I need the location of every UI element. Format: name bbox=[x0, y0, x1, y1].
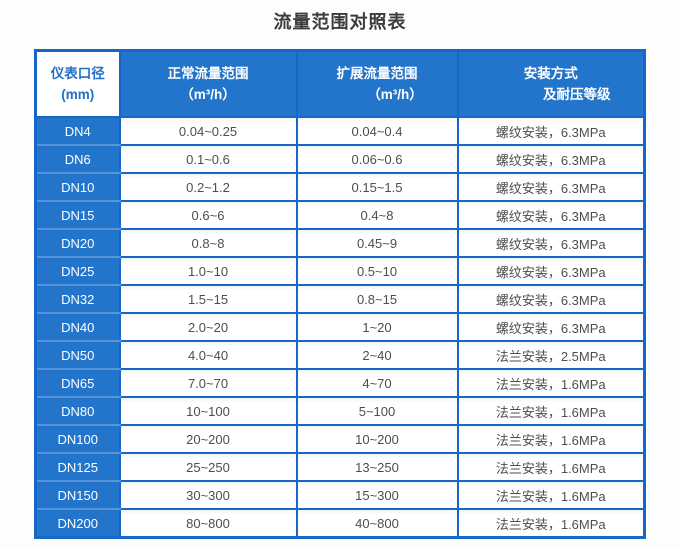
cell-meter-diameter: DN32 bbox=[34, 284, 121, 314]
table-row: DN20 0.8~8 0.45~9 螺纹安装，6.3MPa bbox=[34, 228, 646, 258]
cell-installation-pressure: 法兰安装，1.6MPa bbox=[456, 368, 646, 398]
table-row: DN40 2.0~20 1~20 螺纹安装，6.3MPa bbox=[34, 312, 646, 342]
header-normal-flow-range: 正常流量范围 （m³/h） bbox=[118, 49, 298, 118]
cell-normal-flow-range: 1.0~10 bbox=[118, 256, 298, 286]
header-installation-pressure: 安装方式 及耐压等级 bbox=[456, 49, 646, 118]
cell-installation-pressure: 法兰安装，2.5MPa bbox=[456, 340, 646, 370]
cell-extended-flow-range: 5~100 bbox=[295, 396, 459, 426]
cell-normal-flow-range: 0.2~1.2 bbox=[118, 172, 298, 202]
table-header: 仪表口径 (mm) 正常流量范围 （m³/h） 扩展流量范围 （m³/h） 安装… bbox=[34, 49, 646, 118]
cell-meter-diameter: DN80 bbox=[34, 396, 121, 426]
header-meter-diameter: 仪表口径 (mm) bbox=[34, 49, 121, 118]
cell-extended-flow-range: 40~800 bbox=[295, 508, 459, 539]
header-extended-flow-line2: （m³/h） bbox=[367, 87, 423, 102]
cell-normal-flow-range: 0.8~8 bbox=[118, 228, 298, 258]
cell-extended-flow-range: 4~70 bbox=[295, 368, 459, 398]
table-row: DN50 4.0~40 2~40 法兰安装，2.5MPa bbox=[34, 340, 646, 370]
header-meter-diameter-line1: 仪表口径 bbox=[50, 66, 105, 81]
cell-normal-flow-range: 25~250 bbox=[118, 452, 298, 482]
cell-meter-diameter: DN50 bbox=[34, 340, 121, 370]
cell-normal-flow-range: 30~300 bbox=[118, 480, 298, 510]
cell-normal-flow-range: 1.5~15 bbox=[118, 284, 298, 314]
cell-extended-flow-range: 0.15~1.5 bbox=[295, 172, 459, 202]
cell-installation-pressure: 螺纹安装，6.3MPa bbox=[456, 312, 646, 342]
header-installation-line2: 及耐压等级 bbox=[543, 87, 611, 102]
cell-meter-diameter: DN65 bbox=[34, 368, 121, 398]
cell-installation-pressure: 螺纹安装，6.3MPa bbox=[456, 144, 646, 174]
flow-range-table: 仪表口径 (mm) 正常流量范围 （m³/h） 扩展流量范围 （m³/h） 安装… bbox=[34, 49, 646, 539]
table-row: DN80 10~100 5~100 法兰安装，1.6MPa bbox=[34, 396, 646, 426]
cell-extended-flow-range: 0.04~0.4 bbox=[295, 116, 459, 146]
table-row: DN4 0.04~0.25 0.04~0.4 螺纹安装，6.3MPa bbox=[34, 116, 646, 146]
header-normal-flow-line2: （m³/h） bbox=[180, 87, 236, 102]
cell-normal-flow-range: 10~100 bbox=[118, 396, 298, 426]
cell-installation-pressure: 法兰安装，1.6MPa bbox=[456, 396, 646, 426]
cell-installation-pressure: 螺纹安装，6.3MPa bbox=[456, 284, 646, 314]
cell-meter-diameter: DN125 bbox=[34, 452, 121, 482]
cell-meter-diameter: DN6 bbox=[34, 144, 121, 174]
cell-installation-pressure: 螺纹安装，6.3MPa bbox=[456, 116, 646, 146]
cell-meter-diameter: DN200 bbox=[34, 508, 121, 539]
cell-meter-diameter: DN100 bbox=[34, 424, 121, 454]
cell-extended-flow-range: 15~300 bbox=[295, 480, 459, 510]
cell-meter-diameter: DN20 bbox=[34, 228, 121, 258]
cell-extended-flow-range: 2~40 bbox=[295, 340, 459, 370]
page-title: 流量范围对照表 bbox=[273, 12, 407, 32]
cell-installation-pressure: 螺纹安装，6.3MPa bbox=[456, 200, 646, 230]
cell-installation-pressure: 螺纹安装，6.3MPa bbox=[456, 172, 646, 202]
cell-meter-diameter: DN4 bbox=[34, 116, 121, 146]
cell-meter-diameter: DN15 bbox=[34, 200, 121, 230]
header-extended-flow-line1: 扩展流量范围 bbox=[336, 66, 418, 81]
page: 流量范围对照表 仪表口径 (mm) 正常流量范围 （m³/h） 扩展流量范围 （… bbox=[0, 8, 680, 547]
header-meter-diameter-line2: (mm) bbox=[61, 87, 95, 102]
cell-normal-flow-range: 0.1~0.6 bbox=[118, 144, 298, 174]
table-row: DN15 0.6~6 0.4~8 螺纹安装，6.3MPa bbox=[34, 200, 646, 230]
cell-installation-pressure: 螺纹安装，6.3MPa bbox=[456, 256, 646, 286]
table-row: DN25 1.0~10 0.5~10 螺纹安装，6.3MPa bbox=[34, 256, 646, 286]
cell-meter-diameter: DN25 bbox=[34, 256, 121, 286]
cell-extended-flow-range: 0.5~10 bbox=[295, 256, 459, 286]
table-row: DN32 1.5~15 0.8~15 螺纹安装，6.3MPa bbox=[34, 284, 646, 314]
header-installation-line1: 安装方式 bbox=[523, 66, 578, 81]
cell-extended-flow-range: 0.45~9 bbox=[295, 228, 459, 258]
cell-extended-flow-range: 13~250 bbox=[295, 452, 459, 482]
cell-normal-flow-range: 4.0~40 bbox=[118, 340, 298, 370]
cell-installation-pressure: 螺纹安装，6.3MPa bbox=[456, 228, 646, 258]
table-row: DN6 0.1~0.6 0.06~0.6 螺纹安装，6.3MPa bbox=[34, 144, 646, 174]
cell-normal-flow-range: 0.04~0.25 bbox=[118, 116, 298, 146]
cell-extended-flow-range: 1~20 bbox=[295, 312, 459, 342]
table-row: DN150 30~300 15~300 法兰安装，1.6MPa bbox=[34, 480, 646, 510]
cell-installation-pressure: 法兰安装，1.6MPa bbox=[456, 424, 646, 454]
cell-normal-flow-range: 7.0~70 bbox=[118, 368, 298, 398]
cell-normal-flow-range: 20~200 bbox=[118, 424, 298, 454]
cell-normal-flow-range: 2.0~20 bbox=[118, 312, 298, 342]
cell-installation-pressure: 法兰安装，1.6MPa bbox=[456, 508, 646, 539]
cell-installation-pressure: 法兰安装，1.6MPa bbox=[456, 452, 646, 482]
table-row: DN100 20~200 10~200 法兰安装，1.6MPa bbox=[34, 424, 646, 454]
cell-meter-diameter: DN40 bbox=[34, 312, 121, 342]
header-normal-flow-line1: 正常流量范围 bbox=[167, 66, 249, 81]
table-row: DN65 7.0~70 4~70 法兰安装，1.6MPa bbox=[34, 368, 646, 398]
cell-extended-flow-range: 0.4~8 bbox=[295, 200, 459, 230]
table-body: DN4 0.04~0.25 0.04~0.4 螺纹安装，6.3MPa DN6 0… bbox=[34, 116, 646, 539]
cell-normal-flow-range: 0.6~6 bbox=[118, 200, 298, 230]
cell-normal-flow-range: 80~800 bbox=[118, 508, 298, 539]
cell-meter-diameter: DN10 bbox=[34, 172, 121, 202]
table-row: DN125 25~250 13~250 法兰安装，1.6MPa bbox=[34, 452, 646, 482]
cell-extended-flow-range: 0.8~15 bbox=[295, 284, 459, 314]
cell-extended-flow-range: 10~200 bbox=[295, 424, 459, 454]
cell-meter-diameter: DN150 bbox=[34, 480, 121, 510]
header-extended-flow-range: 扩展流量范围 （m³/h） bbox=[295, 49, 459, 118]
table-row: DN10 0.2~1.2 0.15~1.5 螺纹安装，6.3MPa bbox=[34, 172, 646, 202]
cell-extended-flow-range: 0.06~0.6 bbox=[295, 144, 459, 174]
header-row: 仪表口径 (mm) 正常流量范围 （m³/h） 扩展流量范围 （m³/h） 安装… bbox=[34, 49, 646, 118]
cell-installation-pressure: 法兰安装，1.6MPa bbox=[456, 480, 646, 510]
table-row: DN200 80~800 40~800 法兰安装，1.6MPa bbox=[34, 508, 646, 539]
